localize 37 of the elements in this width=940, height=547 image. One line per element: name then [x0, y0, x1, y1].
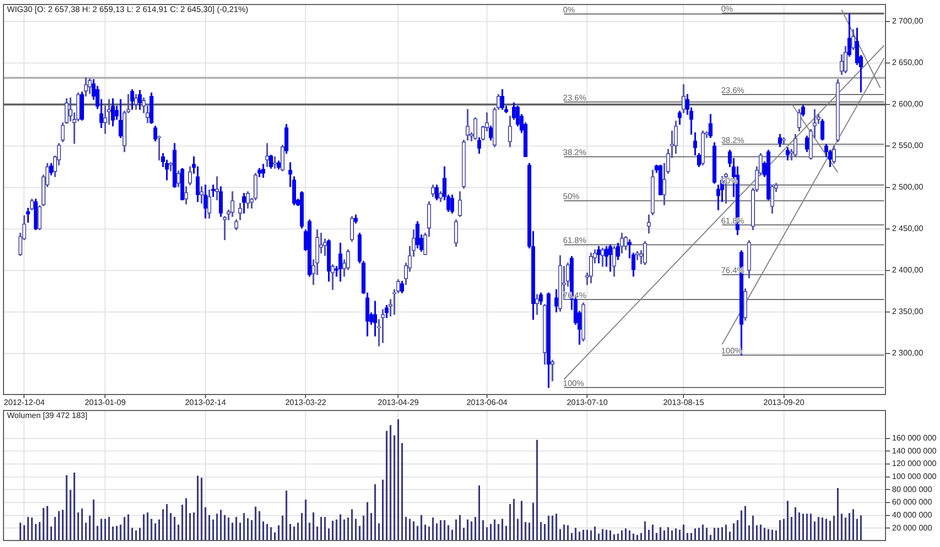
series-label: 61.8%: [563, 236, 586, 246]
series-label: 0%: [563, 5, 575, 14]
x-tick-label: 2012-12-04: [4, 398, 46, 408]
y-tick-label: 2 500,00: [892, 182, 924, 192]
y-tick-label: 2 550,00: [892, 141, 924, 150]
series-label: 23.6%: [721, 86, 744, 95]
y-tick-label: 40 000 000: [892, 510, 933, 520]
y-tick-label: 160 000 000: [892, 433, 938, 442]
series-label: 23.6%: [563, 93, 586, 102]
y-tick-label: 2 450,00: [892, 224, 924, 234]
x-tick-label: 2013-04-29: [378, 398, 420, 408]
y-tick-label: 80 000 000: [892, 484, 933, 494]
x-tick-label: 2013-07-10: [566, 398, 608, 408]
y-tick-label: 2 700,00: [892, 16, 924, 26]
series-label: 38.2%: [721, 136, 744, 145]
series-label: 50%: [563, 192, 580, 202]
x-tick-label: 2013-06-04: [466, 398, 508, 408]
x-tick-label: 2013-03-22: [285, 398, 327, 408]
x-tick-label: 2013-02-14: [184, 398, 226, 408]
y-tick-label: 2 300,00: [892, 348, 924, 358]
y-tick-label: 120 000 000: [892, 459, 938, 468]
chart-title: Wolumen [39 472 183]: [7, 411, 88, 420]
x-tick-label: 2013-01-09: [84, 398, 126, 408]
x-tick-label: 2013-08-15: [663, 398, 705, 408]
series-label: 0%: [721, 4, 733, 14]
y-tick-label: 140 000 000: [892, 446, 938, 456]
y-tick-label: 20 000 000: [892, 523, 933, 532]
chart-title: WIG30 [O: 2 657,38 H: 2 659,13 L: 2 614,91 C: 2 645,30] (-0,21%): [7, 5, 248, 14]
y-tick-label: 2 400,00: [892, 266, 924, 275]
y-tick-label: 2 650,00: [892, 58, 924, 68]
y-tick-label: 100 000 000: [892, 472, 938, 481]
series-label: 100%: [563, 379, 584, 388]
y-tick-label: 60 000 000: [892, 498, 933, 507]
x-tick-label: 2013-09-20: [763, 398, 805, 408]
series-label: 38.2%: [563, 148, 586, 158]
y-tick-label: 2 600,00: [892, 100, 924, 109]
y-tick-label: 2 350,00: [892, 307, 924, 316]
